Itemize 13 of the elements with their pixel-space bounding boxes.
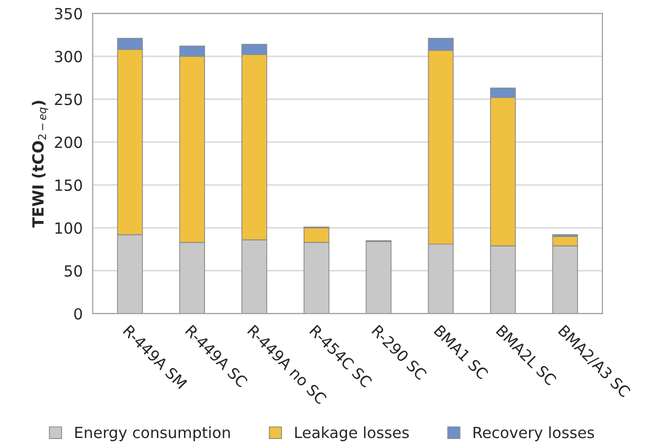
legend-label: Leakage losses xyxy=(295,426,409,442)
y-tick-label: 0 xyxy=(74,308,82,320)
y-tick-label: 100 xyxy=(55,222,82,234)
y-tick-label: 150 xyxy=(55,179,82,191)
legend-label: Recovery losses xyxy=(474,426,594,442)
y-tick-label: 250 xyxy=(54,94,82,106)
y-tick-label: 50 xyxy=(64,265,82,277)
legend-label: Energy consumption xyxy=(75,426,230,442)
y-axis-title: TEWI (tCO$_{2−eq}$) xyxy=(32,100,48,228)
bar xyxy=(366,241,392,314)
y-tick-label: 200 xyxy=(54,136,82,148)
y-tick-label: 300 xyxy=(54,50,82,62)
y-tick-label: 350 xyxy=(54,8,82,20)
